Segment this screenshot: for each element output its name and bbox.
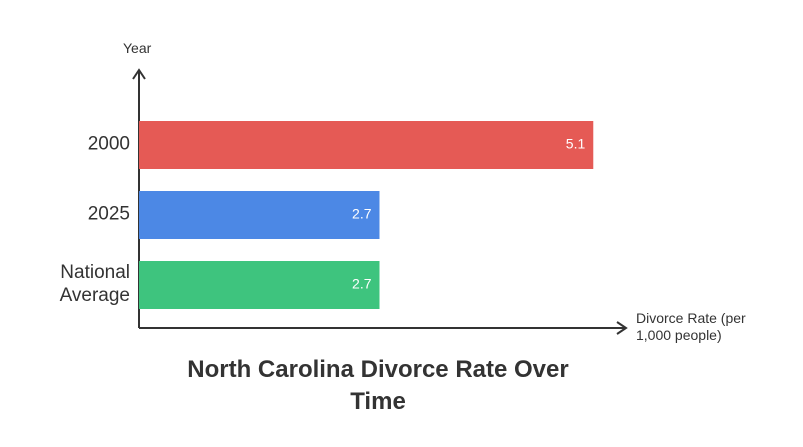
y-axis-title: Year (123, 40, 152, 56)
x-axis-title: Divorce Rate (per 1,000 people) (636, 310, 746, 343)
chart-title: North Carolina Divorce Rate Over Time (187, 356, 569, 415)
bar (139, 261, 380, 309)
value-label: 2.7 (352, 206, 372, 222)
value-label: 5.1 (566, 136, 586, 152)
y-tick-label: 2000 (87, 133, 130, 155)
value-label: 2.7 (352, 276, 372, 292)
y-axis-arrow (132, 68, 146, 80)
x-axis-arrow (616, 321, 628, 335)
bar (139, 121, 594, 169)
bar (139, 191, 380, 239)
y-tick-label: 2025 (87, 203, 130, 225)
y-tick-label: National Average (59, 262, 130, 306)
